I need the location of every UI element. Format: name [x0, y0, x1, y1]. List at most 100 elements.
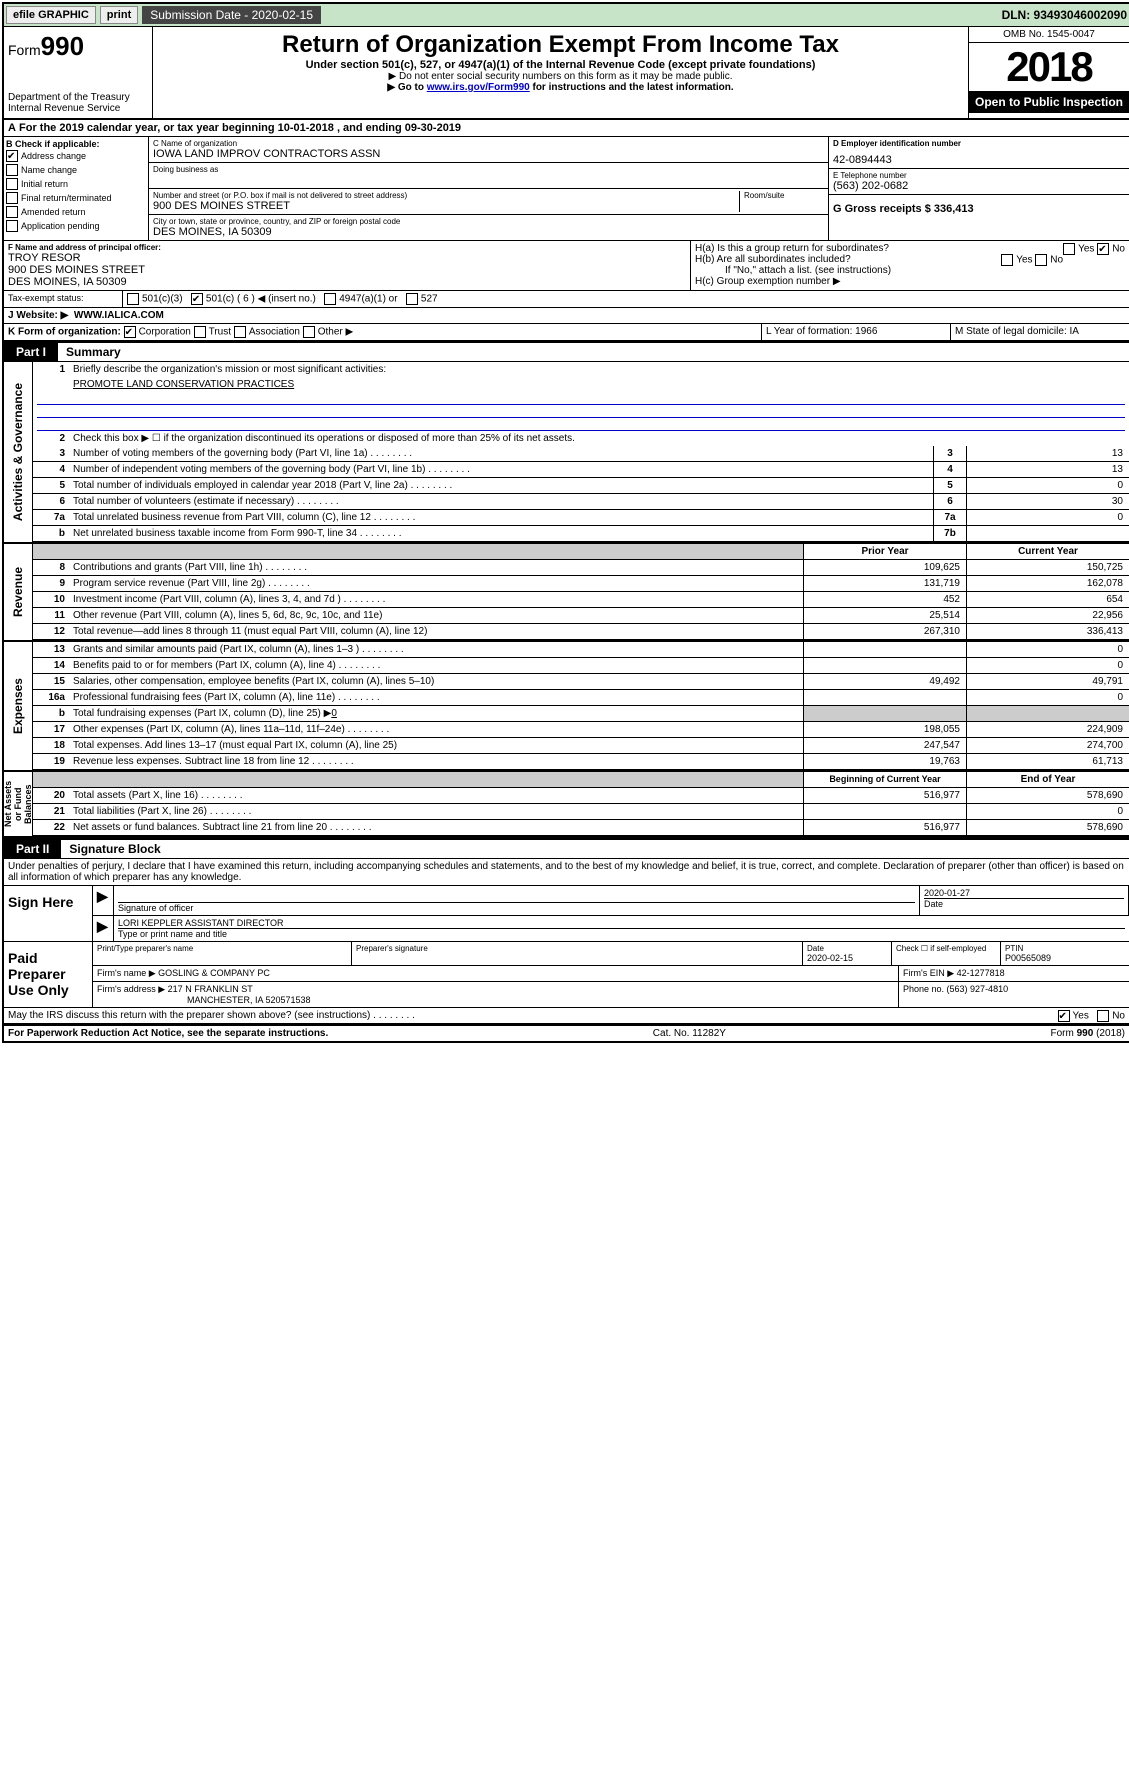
line-4-text: Number of independent voting members of … [69, 462, 933, 477]
line-3-text: Number of voting members of the governin… [69, 446, 933, 461]
firm-addr2: MANCHESTER, IA 520571538 [97, 995, 311, 1005]
section-j: J Website: ▶ WWW.IALICA.COM [4, 308, 1129, 324]
preparer-name-label: Print/Type preparer's name [97, 944, 347, 953]
current-year-header: Current Year [966, 544, 1129, 559]
check-amended[interactable]: Amended return [6, 205, 146, 219]
officer-label: F Name and address of principal officer: [8, 243, 686, 252]
dln-label: DLN: 93493046002090 [1002, 8, 1127, 22]
ein-value: 42-0894443 [833, 148, 1125, 166]
section-f-h: F Name and address of principal officer:… [4, 241, 1129, 291]
line-5-value: 0 [966, 478, 1129, 493]
line-6-value: 30 [966, 494, 1129, 509]
checkbox-icon [6, 192, 18, 204]
line-19-py: 19,763 [803, 754, 966, 769]
paid-preparer-label: Paid Preparer Use Only [4, 942, 93, 1007]
line-21-text: Total liabilities (Part X, line 26) [69, 804, 803, 819]
net-assets-section: Net Assets or Fund Balances Beginning of… [4, 772, 1129, 838]
part-1-title: Summary [58, 345, 121, 359]
print-button[interactable]: print [100, 6, 138, 24]
line-16a-text: Professional fundraising fees (Part IX, … [69, 690, 803, 705]
check-app-pending[interactable]: Application pending [6, 219, 146, 233]
h-b-note: If "No," attach a list. (see instruction… [695, 265, 1125, 276]
org-name: IOWA LAND IMPROV CONTRACTORS ASSN [153, 148, 824, 160]
line-22-by: 516,977 [803, 820, 966, 835]
subtitle-3: ▶ Go to www.irs.gov/Form990 for instruct… [157, 82, 964, 93]
omb-number: OMB No. 1545-0047 [969, 27, 1129, 43]
line-9-py: 131,719 [803, 576, 966, 591]
dba-label: Doing business as [153, 165, 824, 174]
part-2-title: Signature Block [61, 842, 160, 856]
sig-date-label: Date [924, 898, 1124, 909]
line-13-py [803, 642, 966, 657]
check-initial-return[interactable]: Initial return [6, 177, 146, 191]
line-4-value: 13 [966, 462, 1129, 477]
mission-text: PROMOTE LAND CONSERVATION PRACTICES [69, 377, 1129, 392]
begin-year-header: Beginning of Current Year [803, 772, 966, 787]
form-footer: Form 990 (2018) [1051, 1028, 1125, 1039]
subtitle-1: Under section 501(c), 527, or 4947(a)(1)… [157, 59, 964, 71]
line-20-by: 516,977 [803, 788, 966, 803]
top-bar: efile GRAPHIC print Submission Date - 20… [4, 4, 1129, 27]
expenses-side-label: Expenses [9, 674, 27, 738]
line-15-text: Salaries, other compensation, employee b… [69, 674, 803, 689]
line-17-cy: 224,909 [966, 722, 1129, 737]
revenue-side-label: Revenue [9, 563, 27, 621]
line-9-text: Program service revenue (Part VIII, line… [69, 576, 803, 591]
line-22-ey: 578,690 [966, 820, 1129, 835]
firm-ein: Firm's EIN ▶ 42-1277818 [899, 966, 1129, 981]
addr-label: Number and street (or P.O. box if mail i… [153, 191, 739, 200]
line-16a-py [803, 690, 966, 705]
checkbox-icon [6, 220, 18, 232]
ptin-label: PTIN [1005, 944, 1125, 953]
sig-officer-label: Signature of officer [118, 902, 915, 913]
city-state-zip: DES MOINES, IA 50309 [153, 226, 824, 238]
line-13-cy: 0 [966, 642, 1129, 657]
end-year-header: End of Year [966, 772, 1129, 787]
h-a: H(a) Is this a group return for subordin… [695, 243, 1125, 254]
room-label: Room/suite [744, 191, 824, 200]
tax-exempt-label: Tax-exempt status: [4, 291, 123, 307]
line-18-py: 247,547 [803, 738, 966, 753]
check-address-change[interactable]: Address change [6, 149, 146, 163]
line-17-py: 198,055 [803, 722, 966, 737]
pra-notice: For Paperwork Reduction Act Notice, see … [8, 1028, 328, 1039]
b-header: B Check if applicable: [6, 139, 146, 149]
open-public: Open to Public Inspection [969, 91, 1129, 113]
line-7b-text: Net unrelated business taxable income fr… [69, 526, 933, 541]
line-15-py: 49,492 [803, 674, 966, 689]
prep-date: 2020-02-15 [807, 953, 887, 963]
arrow-icon: ▶ [93, 916, 114, 941]
irs-link[interactable]: www.irs.gov/Form990 [427, 82, 530, 93]
checkbox-icon [6, 206, 18, 218]
line-5-text: Total number of individuals employed in … [69, 478, 933, 493]
section-b-to-g: B Check if applicable: Address change Na… [4, 137, 1129, 241]
line-10-cy: 654 [966, 592, 1129, 607]
footer: For Paperwork Reduction Act Notice, see … [4, 1025, 1129, 1041]
paid-preparer-block: Paid Preparer Use Only Print/Type prepar… [4, 942, 1129, 1008]
check-final-return[interactable]: Final return/terminated [6, 191, 146, 205]
year-formation: L Year of formation: 1966 [762, 324, 951, 340]
line-13-text: Grants and similar amounts paid (Part IX… [69, 642, 803, 657]
phone-value: (563) 202-0682 [833, 180, 1125, 192]
line-11-py: 25,514 [803, 608, 966, 623]
line-18-text: Total expenses. Add lines 13–17 (must eq… [69, 738, 803, 753]
check-name-change[interactable]: Name change [6, 163, 146, 177]
section-b: B Check if applicable: Address change Na… [4, 137, 149, 240]
cat-number: Cat. No. 11282Y [653, 1028, 726, 1039]
line-2-text: Check this box ▶ ☐ if the organization d… [69, 431, 1129, 446]
officer-addr1: 900 DES MOINES STREET [8, 264, 686, 276]
efile-label: efile GRAPHIC [6, 6, 96, 24]
city-label: City or town, state or province, country… [153, 217, 824, 226]
website-value[interactable]: WWW.IALICA.COM [74, 310, 164, 321]
prep-date-label: Date [807, 944, 887, 953]
section-klm: K Form of organization: Corporation Trus… [4, 324, 1129, 341]
checkbox-icon [6, 150, 18, 162]
submission-date: Submission Date - 2020-02-15 [142, 6, 321, 24]
ptin-value: P00565089 [1005, 953, 1125, 963]
section-deg: D Employer identification number 42-0894… [829, 137, 1129, 240]
governance-side-label: Activities & Governance [9, 379, 27, 525]
line-22-text: Net assets or fund balances. Subtract li… [69, 820, 803, 835]
irs-label: Internal Revenue Service [8, 103, 148, 114]
line-14-text: Benefits paid to or for members (Part IX… [69, 658, 803, 673]
line-9-cy: 162,078 [966, 576, 1129, 591]
